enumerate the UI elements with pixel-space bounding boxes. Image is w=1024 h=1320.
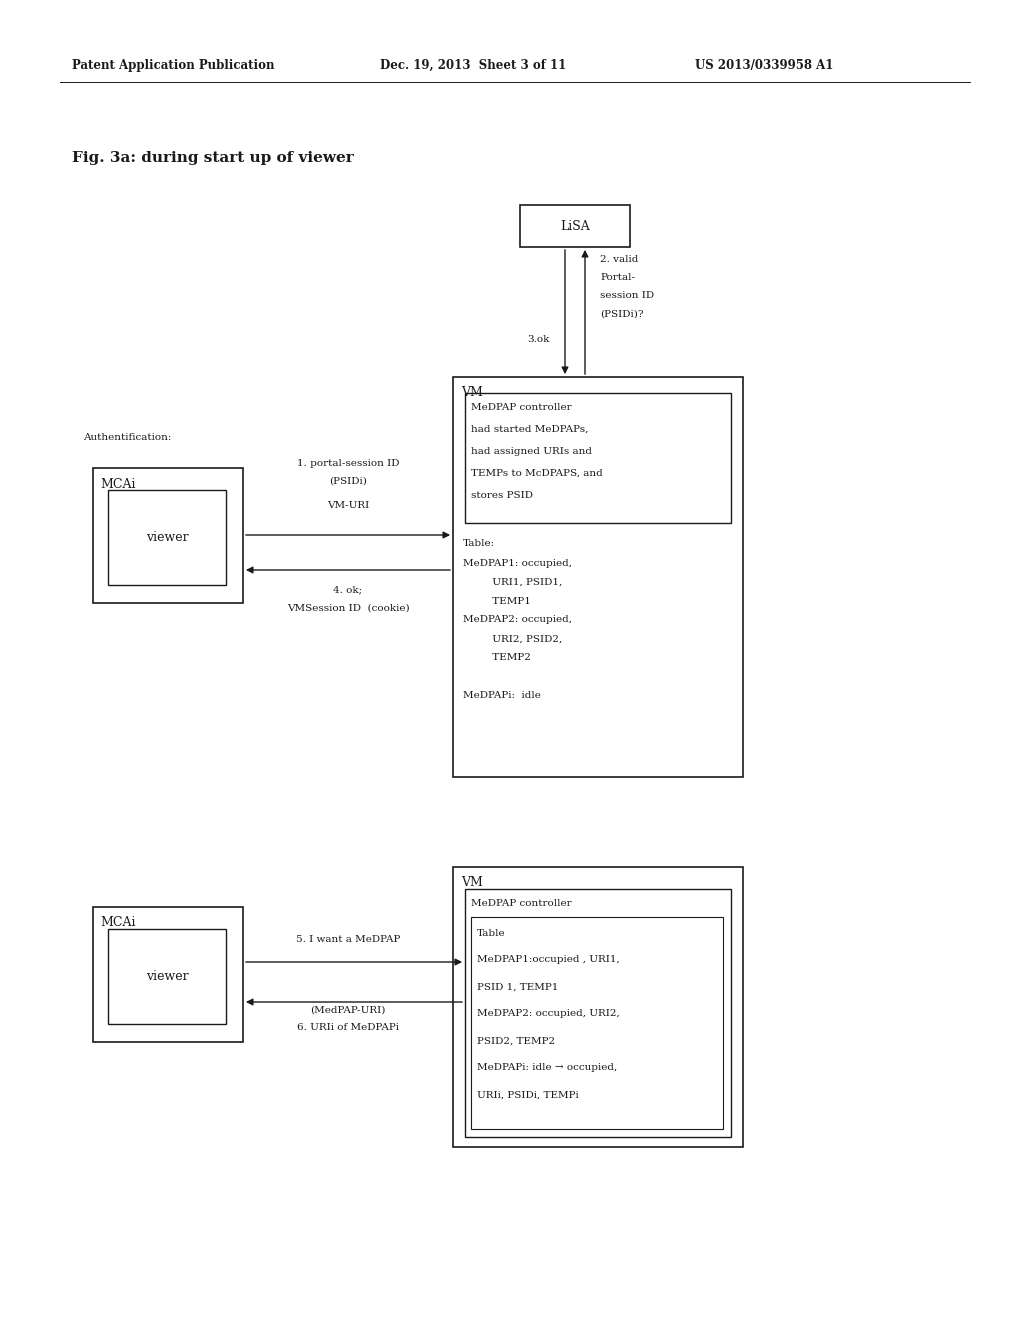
Text: 2. valid: 2. valid [600, 256, 638, 264]
Text: Table: Table [477, 928, 506, 937]
Text: VMSession ID  (cookie): VMSession ID (cookie) [287, 603, 410, 612]
Text: MeDPAP1:occupied , URI1,: MeDPAP1:occupied , URI1, [477, 956, 620, 965]
Bar [453, 378, 743, 777]
Bar [108, 929, 226, 1024]
Text: MeDPAP1: occupied,: MeDPAP1: occupied, [463, 558, 572, 568]
Text: MeDPAP2: occupied, URI2,: MeDPAP2: occupied, URI2, [477, 1010, 620, 1019]
Text: stores PSID: stores PSID [471, 491, 534, 499]
Text: VM-URI: VM-URI [327, 502, 369, 511]
Text: LiSA: LiSA [560, 219, 590, 232]
Text: Table:: Table: [463, 540, 496, 549]
Bar [520, 205, 630, 247]
Text: 4. ok;: 4. ok; [334, 586, 362, 594]
Text: viewer: viewer [145, 970, 188, 983]
Bar [453, 867, 743, 1147]
Bar [471, 917, 723, 1129]
Text: 1. portal-session ID: 1. portal-session ID [297, 458, 399, 467]
Text: PSID 1, TEMP1: PSID 1, TEMP1 [477, 982, 558, 991]
Text: TEMP2: TEMP2 [463, 653, 530, 663]
Text: MCAi: MCAi [100, 478, 135, 491]
Text: (PSIDi)?: (PSIDi)? [600, 309, 643, 318]
Text: URIi, PSIDi, TEMPi: URIi, PSIDi, TEMPi [477, 1090, 579, 1100]
Text: Dec. 19, 2013  Sheet 3 of 11: Dec. 19, 2013 Sheet 3 of 11 [380, 58, 566, 71]
Text: MCAi: MCAi [100, 916, 135, 929]
Text: MeDPAPi:  idle: MeDPAPi: idle [463, 692, 541, 701]
Text: TEMPs to McDPAPS, and: TEMPs to McDPAPS, and [471, 469, 603, 478]
Text: VM: VM [461, 387, 483, 400]
Text: PSID2, TEMP2: PSID2, TEMP2 [477, 1036, 555, 1045]
Text: session ID: session ID [600, 292, 654, 301]
Text: had assigned URIs and: had assigned URIs and [471, 446, 592, 455]
Text: MeDPAP controller: MeDPAP controller [471, 899, 571, 908]
Bar [465, 393, 731, 523]
Text: (MedPAP-URI): (MedPAP-URI) [310, 1006, 386, 1015]
Text: VM: VM [461, 876, 483, 890]
Bar [108, 490, 226, 585]
Text: 3.ok: 3.ok [527, 335, 550, 345]
Text: MeDPAP controller: MeDPAP controller [471, 403, 571, 412]
Text: MeDPAP2: occupied,: MeDPAP2: occupied, [463, 615, 572, 624]
Text: 6. URIi of MeDPAPi: 6. URIi of MeDPAPi [297, 1023, 399, 1031]
Bar [93, 907, 243, 1041]
Text: US 2013/0339958 A1: US 2013/0339958 A1 [695, 58, 834, 71]
Text: viewer: viewer [145, 531, 188, 544]
Text: Fig. 3a: during start up of viewer: Fig. 3a: during start up of viewer [72, 150, 353, 165]
Text: (PSIDi): (PSIDi) [329, 477, 367, 486]
Text: Authentification:: Authentification: [83, 433, 171, 442]
Bar [93, 469, 243, 603]
Text: had started MeDPAPs,: had started MeDPAPs, [471, 425, 589, 433]
Text: TEMP1: TEMP1 [463, 597, 530, 606]
Text: 5. I want a MeDPAP: 5. I want a MeDPAP [296, 936, 400, 945]
Text: Patent Application Publication: Patent Application Publication [72, 58, 274, 71]
Text: Portal-: Portal- [600, 273, 635, 282]
Text: MeDPAPi: idle → occupied,: MeDPAPi: idle → occupied, [477, 1064, 617, 1072]
Bar [465, 888, 731, 1137]
Text: URI2, PSID2,: URI2, PSID2, [463, 635, 562, 644]
Text: URI1, PSID1,: URI1, PSID1, [463, 578, 562, 586]
